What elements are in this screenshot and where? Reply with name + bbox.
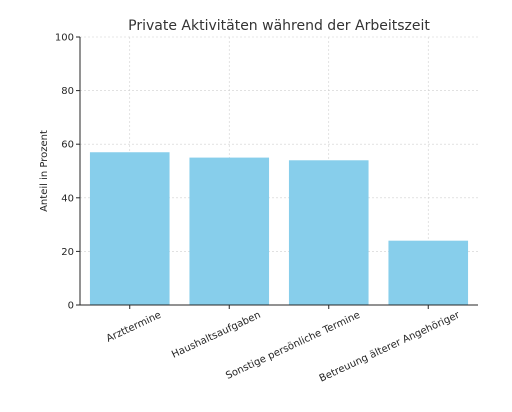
y-tick-label: 40	[61, 193, 74, 204]
y-tick-labels: 0 20 40 60 80 100	[55, 33, 80, 312]
bar-3	[288, 160, 369, 305]
y-axis-label: Anteil in Prozent	[39, 130, 50, 212]
bar-2	[189, 157, 270, 305]
y-tick-label: 0	[68, 301, 74, 312]
y-tick-label: 80	[61, 86, 74, 97]
chart-title: Private Aktivitäten während der Arbeitsz…	[128, 18, 430, 34]
y-tick-label: 20	[61, 247, 74, 258]
x-tick-label: Haushaltsaufgaben	[170, 310, 262, 361]
y-tick-label: 100	[55, 33, 74, 44]
bars	[89, 152, 469, 305]
bar-1	[89, 152, 170, 305]
y-tick-label: 60	[61, 140, 74, 151]
x-tick-label: Arzttermine	[105, 310, 163, 345]
bar-4	[388, 240, 469, 305]
